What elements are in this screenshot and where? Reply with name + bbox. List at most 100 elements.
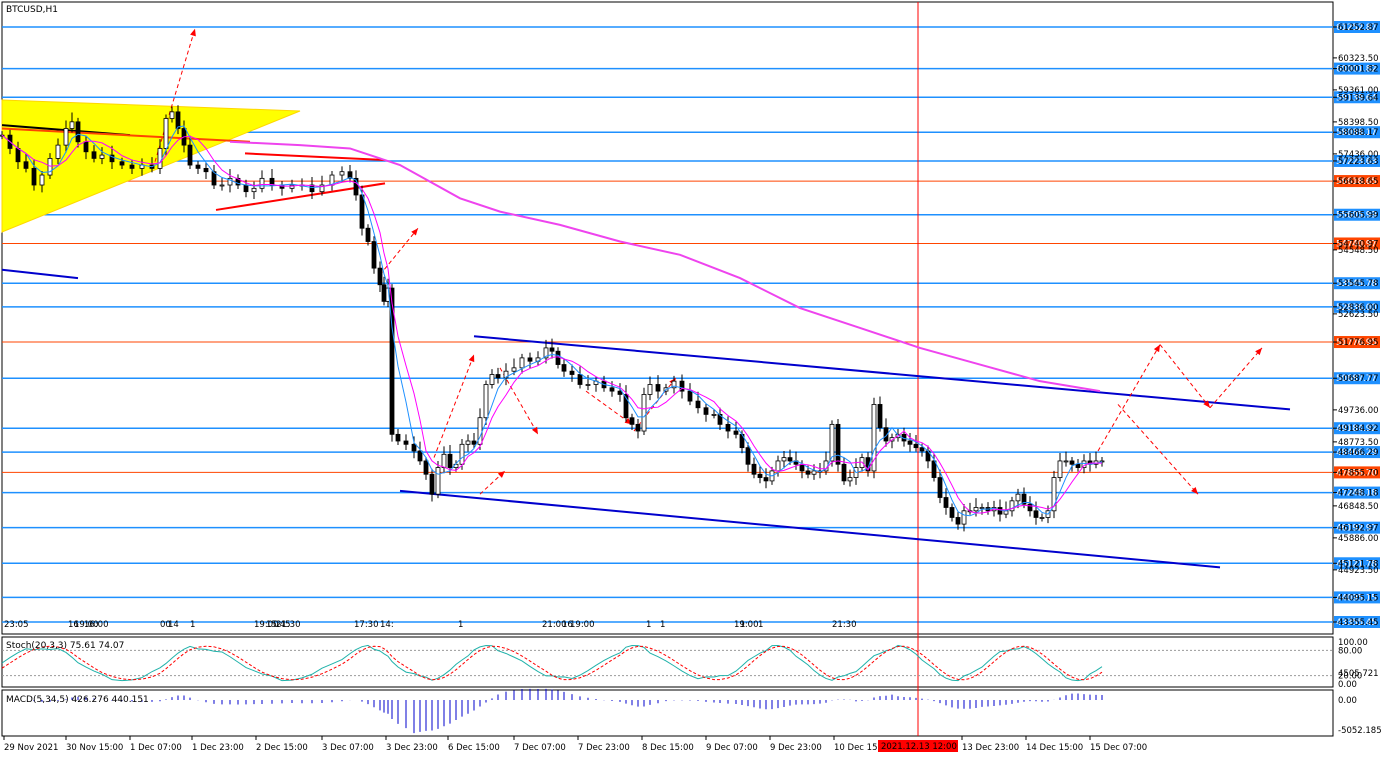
price-tick-label: 57223.63 (1338, 157, 1379, 167)
separator-label: 16:00 (84, 620, 109, 630)
candle-body (655, 384, 661, 392)
candle-body (781, 457, 787, 462)
candle-body (459, 443, 465, 465)
projection-arrow (154, 28, 196, 162)
stoch-tick-label: 20.00 (1338, 672, 1362, 682)
level-price-tag (1334, 277, 1380, 290)
candle-body (157, 148, 163, 169)
candle-body (549, 347, 555, 352)
level-price-label: 60001.82 (1336, 65, 1377, 75)
candle-body (423, 460, 429, 475)
time-tick-label: 29 Nov 2021 (4, 743, 58, 753)
candle-body (187, 144, 193, 166)
level-price-tag (1334, 616, 1380, 628)
candle-body (489, 374, 495, 385)
separator-label: 16 (68, 620, 79, 630)
price-tick-label: 46848.50 (1338, 502, 1379, 512)
level-price-label: 43355.45 (1336, 618, 1377, 628)
candle-body (169, 111, 175, 119)
candle-body (63, 128, 69, 146)
level-price-tag (1334, 300, 1380, 313)
candle-body (569, 370, 575, 375)
time-tick-label: 15 Dec 07:00 (1090, 743, 1147, 753)
separator-label: 14 (168, 620, 179, 630)
candle-body (641, 394, 647, 432)
candle-body (703, 407, 709, 415)
price-tick-label: 61252.87 (1338, 23, 1379, 33)
level-price-label: 56618.65 (1336, 177, 1377, 187)
candle-body (979, 507, 985, 509)
level-price-tag (1334, 154, 1380, 167)
candle-body (585, 384, 591, 386)
candle-body (203, 167, 209, 173)
level-price-label: 47855.70 (1336, 468, 1377, 478)
candle-body (483, 384, 489, 419)
level-price-label: 61252.87 (1336, 23, 1377, 33)
candle-body (175, 111, 181, 129)
separator-label: 1 (758, 620, 763, 630)
candle-body (757, 473, 763, 478)
candle-body (435, 467, 441, 495)
short-blue-line (1, 268, 79, 280)
level-price-label: 48466.29 (1336, 448, 1377, 458)
level-price-tag (1334, 175, 1380, 188)
separator-label: 1 (458, 620, 463, 630)
candle-body (243, 184, 249, 193)
separator-label: 21:00 (542, 620, 567, 630)
candle-body (787, 457, 793, 462)
time-tick-label: 14 Dec 15:00 (1026, 743, 1083, 753)
candle-body (865, 457, 871, 472)
candle-body (609, 387, 615, 392)
candle-body (129, 164, 135, 169)
separator-label: 1 (660, 620, 665, 630)
medium-ma-line (1, 134, 1102, 514)
price-tick-label: 54548.50 (1338, 246, 1379, 256)
price-tick-label: 44095.15 (1338, 593, 1379, 603)
stoch-main-line (1, 644, 1103, 682)
candle-body (577, 374, 583, 385)
candle-body (47, 158, 53, 176)
candle-body (511, 367, 517, 372)
candle-body (417, 450, 423, 462)
level-price-label: 59139.64 (1336, 93, 1377, 103)
price-tick-label: 48773.50 (1338, 438, 1379, 448)
time-tick-label: 7 Dec 07:00 (514, 743, 566, 753)
stoch-tick-label: 80.00 (1338, 646, 1362, 656)
price-tick-label: 51776.95 (1338, 338, 1379, 348)
candle-body (195, 164, 201, 169)
candle-body (395, 433, 401, 442)
projection-arrow (585, 390, 633, 425)
candle-body (69, 121, 75, 129)
time-tick-label: 3 Dec 23:00 (386, 743, 438, 753)
time-tick-label: 9 Dec 23:00 (770, 743, 822, 753)
candle-body (235, 177, 241, 186)
macd-tick-label: 4505.721 (1338, 669, 1379, 679)
level-price-label: 47248.18 (1336, 489, 1377, 499)
slow-ma-line (229, 140, 1101, 393)
price-tick-label: 60323.50 (1338, 54, 1379, 64)
candle-body (913, 443, 919, 449)
candle-body (377, 267, 383, 286)
candle-body (99, 154, 105, 159)
separator-label: 17:30 (354, 620, 379, 630)
time-axis: 29 Nov 2021 30 Nov 15:00 1 Dec 07:00 1 Dec … (3, 620, 1147, 753)
candle-body (75, 121, 81, 143)
time-tick-label: 6 Dec 15:00 (448, 743, 500, 753)
candle-body (495, 374, 501, 379)
candle-body (339, 171, 345, 176)
channel-upper-line (473, 335, 1291, 411)
price-tick-label: 47248.18 (1338, 489, 1379, 499)
candle-body (389, 287, 395, 435)
wedge-upper-line (244, 152, 386, 162)
level-price-tag (1334, 62, 1380, 75)
candle-body (799, 463, 805, 472)
candle-body (725, 423, 731, 432)
candle-body (943, 497, 949, 508)
candle-body (15, 148, 21, 163)
candle-body (543, 347, 549, 359)
level-price-label: 44095.15 (1336, 593, 1377, 603)
candle-body (211, 171, 217, 186)
candle-body (1075, 463, 1081, 468)
candle-body (219, 184, 225, 187)
